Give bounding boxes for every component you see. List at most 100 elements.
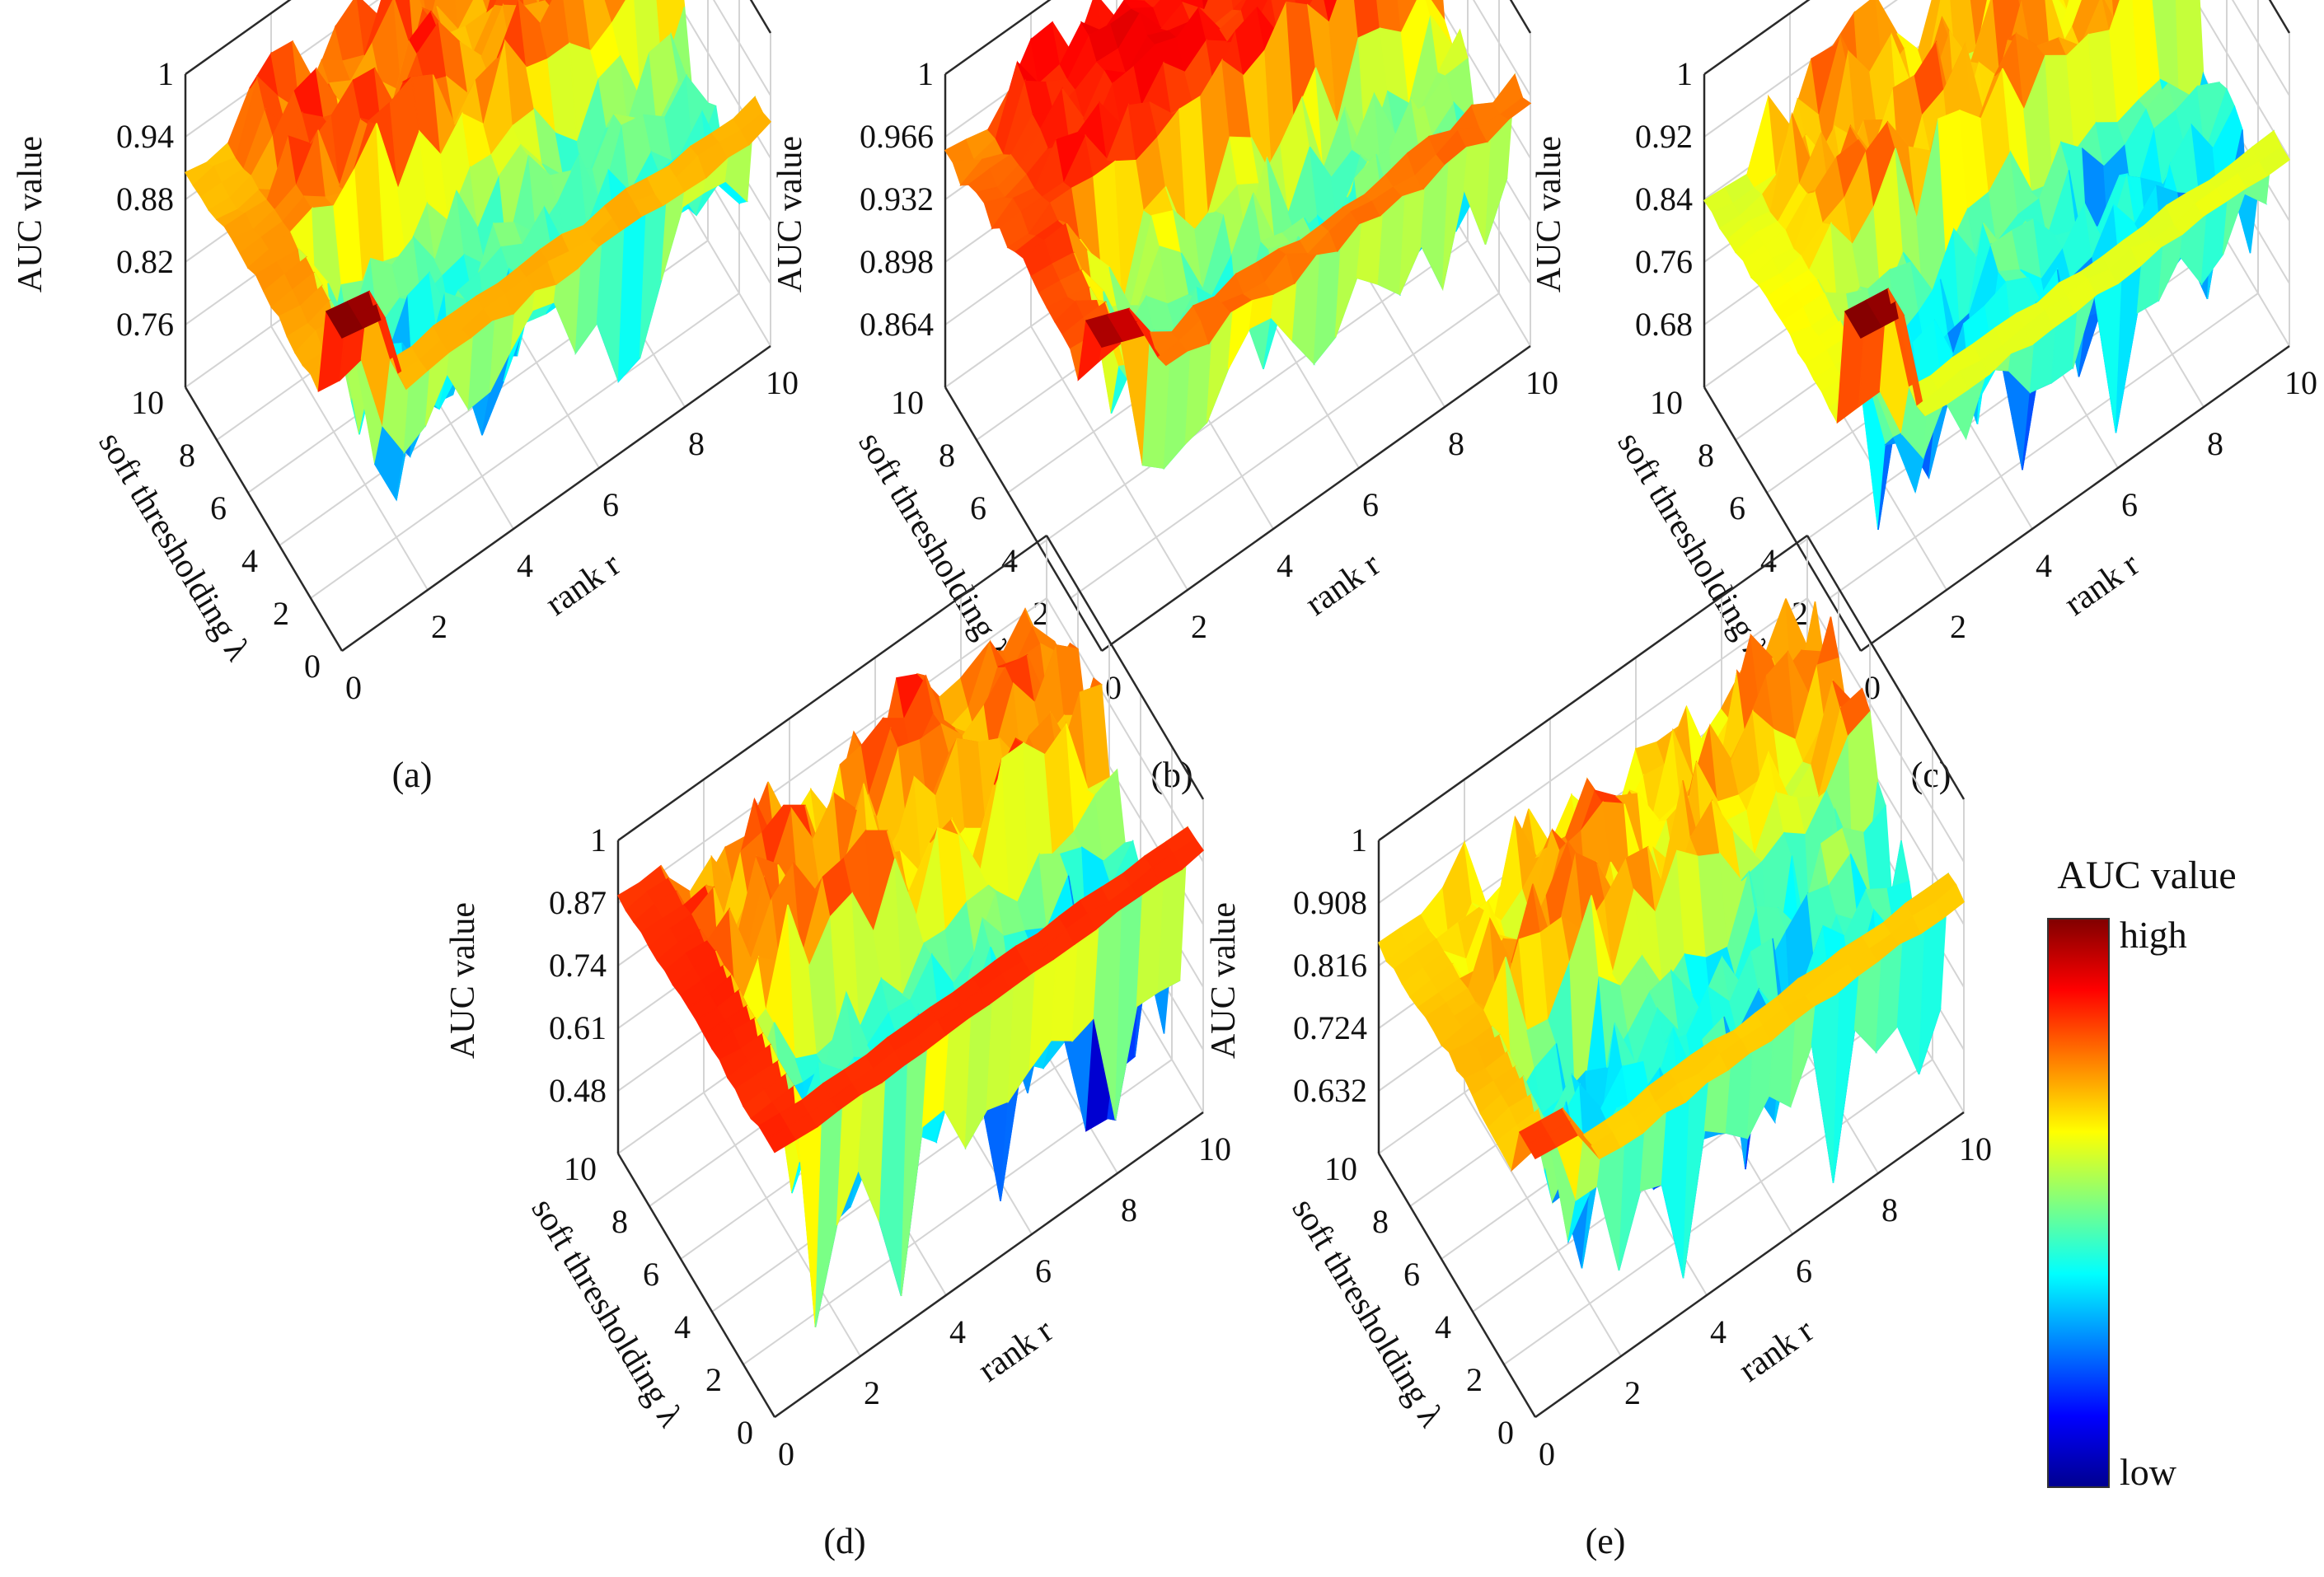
surface-cell (740, 112, 772, 146)
z-tick-label: 0.816 (1293, 947, 1367, 984)
z-tick-label: 0.74 (549, 947, 607, 984)
x-tick-label: 2 (431, 608, 447, 645)
y-tick-label: 2 (705, 1361, 722, 1398)
surface-cell (1232, 0, 1248, 11)
x-tick-label: 8 (1121, 1191, 1137, 1228)
panel-label: (a) (392, 755, 433, 795)
z-tick-label: 1 (917, 55, 934, 92)
y-tick-label: 6 (210, 489, 227, 526)
x-axis-label: rank r (1732, 1312, 1821, 1390)
x-tick-label: 2 (1191, 608, 1207, 645)
x-tick-label: 2 (864, 1374, 880, 1411)
x-tick-label: 8 (2207, 425, 2223, 462)
x-tick-label: 4 (517, 547, 533, 584)
z-axis-label: AUC value (444, 902, 482, 1059)
x-tick-label: 10 (1525, 364, 1558, 401)
y-tick-label: 10 (1324, 1150, 1357, 1187)
surface-cell (1933, 883, 1965, 920)
x-tick-label: 6 (602, 486, 619, 523)
z-tick-label: 1 (1676, 55, 1693, 92)
axis-frame (1703, 0, 2291, 653)
x-tick-label: 8 (1448, 425, 1464, 462)
x-tick-label: 6 (1796, 1252, 1812, 1289)
z-tick-label: 0.68 (1635, 306, 1693, 343)
y-axis-label: soft thresholding λ (850, 426, 1017, 668)
y-tick-label: 6 (643, 1256, 659, 1293)
x-tick-label: 0 (1864, 669, 1881, 706)
z-tick-label: 0.76 (1635, 243, 1693, 280)
x-tick-label: 2 (1624, 1374, 1641, 1411)
axis-frame (616, 534, 1205, 1419)
x-tick-label: 0 (1539, 1435, 1555, 1472)
x-tick-label: 10 (766, 364, 799, 401)
z-axis-label: AUC value (1205, 902, 1243, 1059)
y-tick-label: 10 (564, 1150, 597, 1187)
y-tick-label: 8 (179, 437, 195, 474)
chart-panel-3: 0.680.760.840.92102468100246810AUC value… (1530, 0, 2317, 795)
surface-cell (486, 0, 498, 13)
z-tick-label: 0.898 (860, 243, 934, 280)
panel-label: (e) (1586, 1521, 1626, 1561)
surface-cell (604, 0, 627, 25)
z-tick-label: 0.82 (116, 243, 174, 280)
surface-cell (483, 0, 502, 13)
x-tick-label: 6 (1362, 486, 1379, 523)
z-tick-label: 0.88 (116, 180, 174, 218)
x-tick-label: 0 (345, 669, 362, 706)
z-axis-label: AUC value (1530, 136, 1568, 292)
z-tick-label: 0.966 (860, 118, 934, 155)
z-tick-label: 0.632 (1293, 1072, 1367, 1109)
x-tick-label: 8 (688, 425, 705, 462)
z-tick-label: 0.92 (1635, 118, 1693, 155)
y-tick-label: 8 (611, 1203, 628, 1240)
x-axis-label: rank r (539, 545, 628, 624)
surface (1378, 598, 1965, 1279)
x-tick-label: 4 (2036, 547, 2052, 584)
colorbar-title: AUC value (2057, 854, 2236, 897)
y-tick-label: 0 (737, 1414, 753, 1451)
y-tick-label: 10 (1650, 384, 1683, 421)
x-tick-label: 10 (1198, 1130, 1231, 1168)
z-tick-label: 1 (1351, 821, 1367, 859)
x-tick-label: 0 (778, 1435, 794, 1472)
y-tick-label: 6 (1403, 1256, 1420, 1293)
x-axis-label: rank r (2058, 545, 2147, 624)
surface (1703, 0, 2291, 530)
y-tick-label: 10 (891, 384, 924, 421)
y-tick-label: 8 (1372, 1203, 1389, 1240)
z-tick-label: 0.48 (549, 1072, 607, 1109)
z-tick-label: 0.908 (1293, 884, 1367, 921)
x-tick-label: 6 (2121, 486, 2138, 523)
z-tick-label: 0.87 (549, 884, 607, 921)
z-tick-label: 0.724 (1293, 1009, 1367, 1046)
axis-frame (1377, 534, 1966, 1419)
z-tick-label: 0.94 (116, 118, 174, 155)
y-tick-label: 6 (970, 489, 986, 526)
z-tick-label: 0.932 (860, 180, 934, 218)
colorbar-low-label: low (2120, 1451, 2177, 1493)
surface (944, 0, 1532, 470)
y-tick-label: 4 (241, 542, 258, 579)
z-axis-label: AUC value (771, 136, 809, 292)
y-tick-label: 2 (273, 595, 289, 632)
y-tick-label: 2 (1033, 595, 1049, 632)
y-tick-label: 8 (1698, 437, 1714, 474)
axis-frame (184, 0, 772, 653)
surface (184, 0, 772, 502)
surface-cell (1500, 96, 1532, 120)
x-tick-label: 4 (1710, 1313, 1727, 1350)
x-tick-label: 6 (1035, 1252, 1052, 1289)
x-tick-label: 2 (1950, 608, 1966, 645)
x-axis-label: rank r (1299, 545, 1388, 624)
surface-cell (1970, 0, 1989, 51)
y-axis-label: soft thresholding λ (1284, 1192, 1450, 1434)
y-tick-label: 8 (939, 437, 955, 474)
panel-label: (c) (1911, 755, 1952, 795)
y-tick-label: 0 (304, 648, 321, 685)
